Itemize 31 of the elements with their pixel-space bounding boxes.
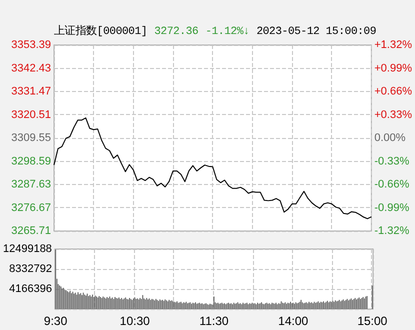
x-tick-label: 14:00 bbox=[278, 314, 308, 328]
y-tick-label: 12499188 bbox=[2, 243, 52, 255]
y-tick-label: 3353.39 bbox=[11, 39, 51, 51]
chart-title: 上证指数[000001] bbox=[54, 26, 148, 38]
y-tick-label: 3309.55 bbox=[11, 132, 51, 144]
line-series bbox=[54, 117, 372, 220]
y2-tick-label: -0.66% bbox=[374, 178, 410, 190]
y-tick-label: 3265.71 bbox=[11, 225, 51, 237]
y2-tick-label: +1.32% bbox=[374, 39, 412, 51]
text: -1.12%↓ bbox=[205, 26, 250, 38]
x-tick-label: 9:30 bbox=[44, 314, 68, 328]
y-tick-label: 3298.59 bbox=[11, 155, 51, 168]
y-tick-label: 3331.47 bbox=[11, 86, 51, 98]
y2-tick-label: -1.32% bbox=[374, 225, 410, 237]
x-tick-label: 11:30 bbox=[199, 314, 229, 328]
x-tick-label: 10:30 bbox=[120, 314, 150, 328]
y2-tick-label: -0.33% bbox=[374, 155, 410, 168]
y2-tick-label: 0.00% bbox=[374, 132, 406, 144]
y-tick-label: 4166396 bbox=[9, 283, 52, 295]
y-tick-label: 3320.51 bbox=[11, 108, 51, 121]
x-tick-label: 15:00 bbox=[357, 314, 388, 328]
y-tick-label: 8332792 bbox=[9, 263, 52, 275]
y2-tick-label: -0.99% bbox=[374, 202, 410, 214]
text: 3272.36 bbox=[154, 26, 198, 38]
y2-tick-label: +0.33% bbox=[374, 108, 412, 121]
y-tick-label: 3342.43 bbox=[11, 62, 51, 74]
text: 2023-05-12 15:00:09 bbox=[256, 26, 376, 38]
y2-tick-label: +0.66% bbox=[374, 86, 412, 98]
y-tick-label: 3276.67 bbox=[11, 202, 51, 214]
y2-tick-label: +0.99% bbox=[374, 62, 412, 74]
y-tick-label: 3287.63 bbox=[11, 178, 51, 190]
